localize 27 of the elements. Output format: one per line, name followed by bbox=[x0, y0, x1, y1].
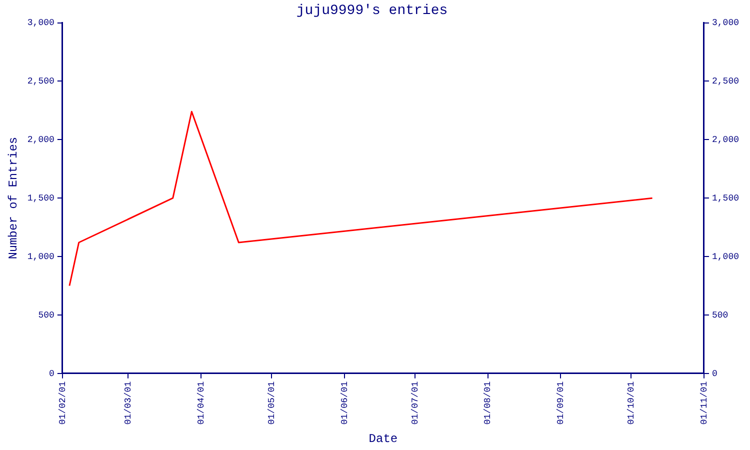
y2-tick-label: 1,000 bbox=[712, 252, 740, 262]
y2-tick-label: 0 bbox=[712, 368, 718, 379]
y-tick-label: 1,000 bbox=[27, 252, 54, 262]
y2-tick-label: 500 bbox=[712, 310, 728, 320]
y2-tick-label: 1,500 bbox=[712, 193, 740, 204]
x-tick-label: 01/10/01 bbox=[626, 381, 637, 425]
y-tick-label: 1,500 bbox=[27, 193, 54, 204]
x-tick-label: 01/02/01 bbox=[58, 381, 68, 425]
y-axis-title: Number of Entries bbox=[6, 136, 20, 260]
x-tick-label: 01/04/01 bbox=[196, 381, 206, 425]
y-tick-label: 2,500 bbox=[27, 76, 54, 87]
y2-tick-label: 2,000 bbox=[712, 135, 740, 146]
x-tick-label: 01/08/01 bbox=[483, 381, 494, 425]
y-tick-label: 500 bbox=[38, 310, 54, 320]
x-tick-label: 01/07/01 bbox=[410, 381, 420, 425]
x-tick-label: 01/05/01 bbox=[266, 381, 277, 425]
x-tick-label: 01/06/01 bbox=[340, 381, 350, 425]
y-tick-label: 0 bbox=[49, 368, 54, 379]
chart-title: juju9999's entries bbox=[296, 3, 448, 20]
x-tick-label: 01/09/01 bbox=[556, 381, 566, 425]
y2-tick-label: 2,500 bbox=[712, 76, 740, 87]
y-tick-label: 2,000 bbox=[27, 135, 54, 146]
y-tick-label: 3,000 bbox=[27, 18, 54, 28]
x-tick-label: 01/03/01 bbox=[124, 381, 134, 425]
x-tick-label: 01/11/01 bbox=[699, 381, 710, 425]
y2-tick-label: 3,000 bbox=[712, 18, 740, 28]
x-axis-title: Date bbox=[368, 432, 398, 446]
